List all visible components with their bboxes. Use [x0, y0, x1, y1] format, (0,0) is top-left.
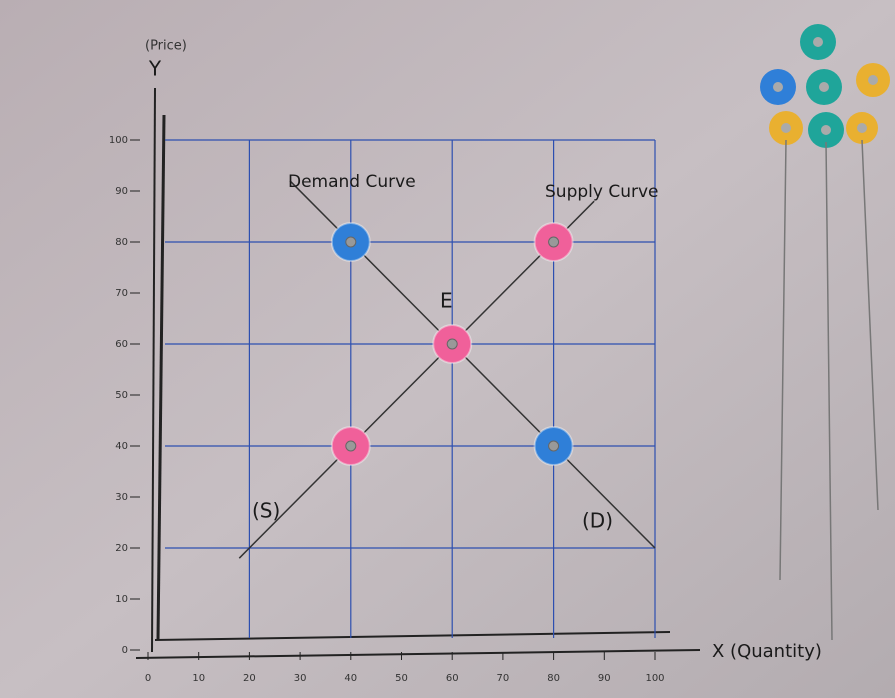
pin-center	[548, 440, 560, 452]
curve-label: Supply Curve	[545, 182, 659, 202]
x-tick-label: 90	[598, 673, 611, 684]
annotation: (S)	[252, 499, 280, 523]
x-axis-label: X (Quantity)	[712, 641, 822, 662]
y-tick-label: 40	[115, 441, 128, 452]
x-tick-label: 50	[395, 673, 408, 684]
annotation: (D)	[582, 509, 613, 533]
y-tick-label: 10	[115, 594, 128, 605]
axes	[135, 87, 701, 659]
curve-label: Demand Curve	[288, 172, 416, 192]
pin-center	[345, 440, 357, 452]
pin-center	[345, 236, 357, 248]
x-tick-label: 0	[145, 673, 151, 684]
y-tick-label: 100	[109, 135, 128, 146]
x-tick-label: 20	[243, 673, 256, 684]
annotation: E	[440, 289, 453, 313]
y-tick-label: 90	[115, 186, 128, 197]
y-tick-label: 60	[115, 339, 128, 350]
y-tick-label: 20	[115, 543, 128, 554]
x-tick-label: 60	[446, 673, 459, 684]
y-axis-note: (Price)	[145, 39, 187, 54]
y-tick-label: 30	[115, 492, 128, 503]
x-tick-label: 40	[344, 673, 357, 684]
spools	[760, 24, 890, 641]
x-tick-label: 100	[645, 673, 664, 684]
y-tick-label: 0	[122, 645, 128, 656]
x-tick-label: 70	[497, 673, 510, 684]
y-axis-label: Y	[148, 57, 162, 81]
x-tick-label: 10	[192, 673, 205, 684]
y-tick-label: 50	[115, 390, 128, 401]
x-tick-label: 30	[294, 673, 307, 684]
pin-center	[446, 338, 458, 350]
y-tick-label: 80	[115, 237, 128, 248]
x-tick-label: 80	[547, 673, 560, 684]
pin-center	[548, 236, 560, 248]
y-tick-label: 70	[115, 288, 128, 299]
